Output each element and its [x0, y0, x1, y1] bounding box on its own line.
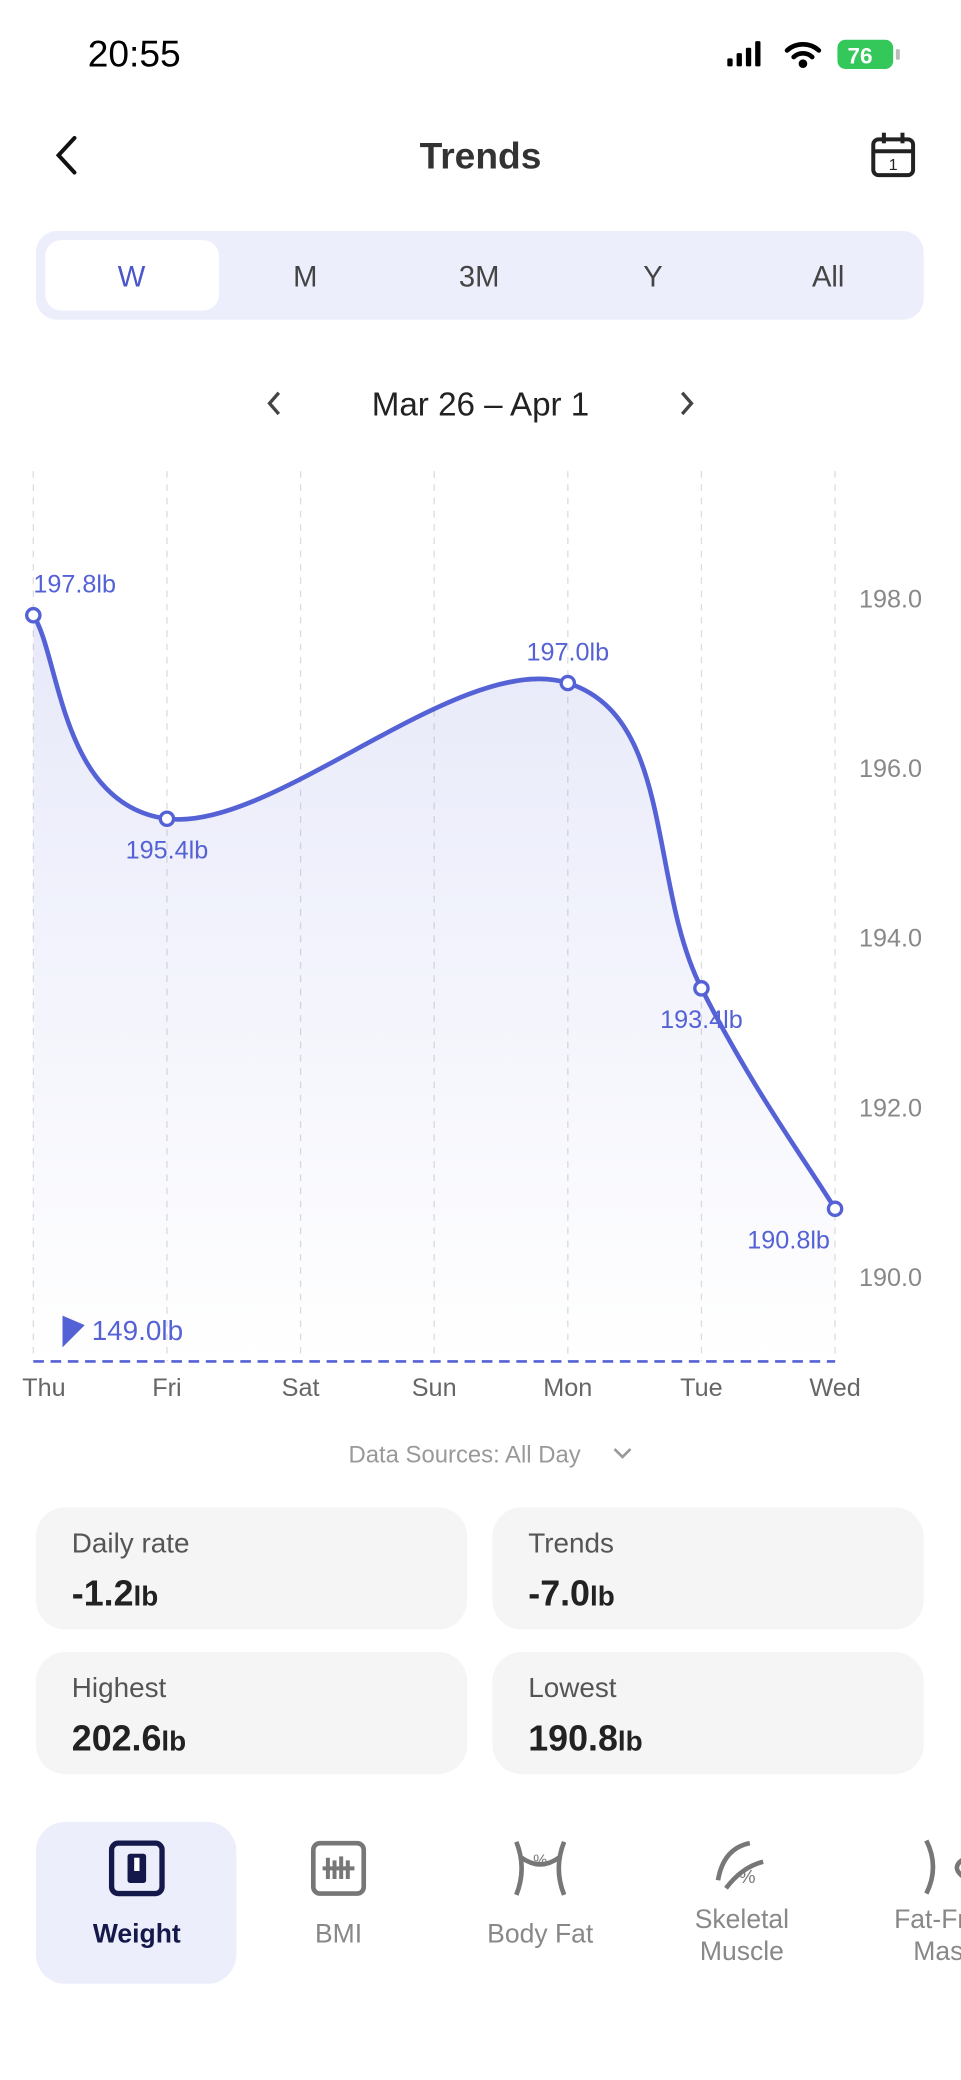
stat-value: -1.2lb	[72, 1574, 158, 1614]
y-tick-label: 190.0	[859, 1264, 922, 1292]
x-tick-label: Tue	[680, 1374, 723, 1402]
stat-value: 202.6lb	[72, 1718, 186, 1758]
x-tick-label: Wed	[809, 1374, 860, 1402]
period-tab[interactable]: M	[293, 262, 317, 294]
metric-icon	[924, 1839, 961, 1895]
stat-value: -7.0lb	[528, 1574, 614, 1614]
x-tick-label: Sat	[282, 1374, 320, 1402]
stat-card	[35, 1652, 468, 1775]
tab-selected	[45, 240, 220, 311]
metric-icon	[108, 1840, 165, 1897]
stat-number: -1.2	[72, 1574, 134, 1614]
metric-icon: %	[715, 1840, 764, 1890]
tab-bar	[35, 230, 924, 320]
metric-label[interactable]: Mass	[913, 1936, 961, 1966]
icon-part	[134, 1857, 140, 1872]
stat-label: Daily rate	[72, 1528, 190, 1559]
x-tick-label: Thu	[22, 1374, 65, 1402]
battery-icon	[837, 39, 894, 70]
chart: Thu Fri Sat Sun Mon Tue Wed 190.0 192.0 194.0 196.…	[22, 471, 922, 1402]
period-tab[interactable]: Y	[643, 262, 662, 294]
stat-card	[492, 1652, 924, 1775]
dropdown-icon	[613, 1448, 632, 1459]
stat-number: 190.8	[528, 1718, 618, 1758]
icon-part	[715, 1840, 764, 1890]
stat-unit: lb	[134, 1581, 159, 1612]
svg-text:1: 1	[889, 157, 898, 174]
value-label: 197.8lb	[33, 571, 116, 599]
metric-label[interactable]: Skeletal	[695, 1904, 789, 1934]
metric-label[interactable]: BMI	[315, 1919, 362, 1949]
metric-label[interactable]: Weight	[93, 1919, 181, 1949]
metric-label[interactable]: Muscle	[700, 1936, 784, 1966]
stat-value: 190.8lb	[528, 1718, 642, 1758]
point	[158, 810, 176, 828]
value-label: 195.4lb	[126, 837, 209, 865]
calendar-button[interactable]: 1	[871, 132, 916, 178]
period-tab[interactable]: All	[812, 262, 844, 294]
stat-label: Highest	[72, 1672, 167, 1703]
value-label: 197.0lb	[526, 639, 609, 667]
x-tick-label: Mon	[543, 1374, 592, 1402]
point	[25, 606, 42, 624]
icon-part	[310, 1840, 367, 1896]
page-title: Trends	[420, 135, 542, 177]
metric-icon	[310, 1840, 367, 1896]
y-tick-label: 194.0	[859, 925, 922, 953]
point	[826, 1200, 844, 1218]
stat-unit: lb	[590, 1581, 615, 1612]
status-time: 20:55	[88, 32, 181, 74]
stat-number: -7.0	[528, 1574, 590, 1614]
icon-part	[108, 1840, 165, 1897]
metric-icon: %	[514, 1840, 567, 1896]
y-tick-label: 192.0	[859, 1094, 922, 1122]
area	[33, 615, 836, 1362]
stat-unit: lb	[618, 1725, 643, 1756]
stat-number: 202.6	[72, 1718, 162, 1758]
metric-selected	[35, 1821, 237, 1984]
icon-part	[924, 1839, 961, 1895]
wifi-icon	[784, 42, 822, 69]
date-range: Mar 26 – Apr 1	[372, 386, 589, 423]
icon-part: %	[533, 1853, 547, 1870]
period-tab[interactable]: W	[118, 262, 146, 294]
y-tick-label: 198.0	[859, 586, 922, 614]
x-tick-label: Sun	[412, 1374, 457, 1402]
stat-label: Trends	[528, 1528, 614, 1559]
value-label: 190.8lb	[747, 1227, 830, 1255]
prev-week[interactable]	[267, 391, 281, 416]
metric-label[interactable]: Body Fat	[487, 1919, 594, 1949]
stat-label: Lowest	[528, 1672, 617, 1703]
battery-level: 76	[847, 44, 872, 69]
next-week[interactable]	[680, 391, 694, 416]
point	[693, 980, 710, 997]
icon-part: %	[739, 1866, 756, 1887]
icon-part	[514, 1840, 567, 1896]
point	[559, 674, 577, 692]
metric-label[interactable]: Fat-Free	[894, 1904, 961, 1934]
value-label: 193.4lb	[660, 1006, 743, 1034]
stat-card	[492, 1507, 924, 1630]
data-sources[interactable]: Data Sources: All Day	[348, 1441, 580, 1468]
period-tab[interactable]: 3M	[459, 262, 500, 294]
battery-tip	[895, 49, 900, 60]
icon-part	[322, 1856, 355, 1879]
signal-icon	[727, 41, 761, 67]
stat-card	[35, 1507, 468, 1630]
stat-unit: lb	[161, 1725, 186, 1756]
y-tick-label: 196.0	[859, 755, 922, 783]
x-tick-label: Fri	[152, 1374, 181, 1402]
back-button[interactable]	[55, 136, 77, 175]
